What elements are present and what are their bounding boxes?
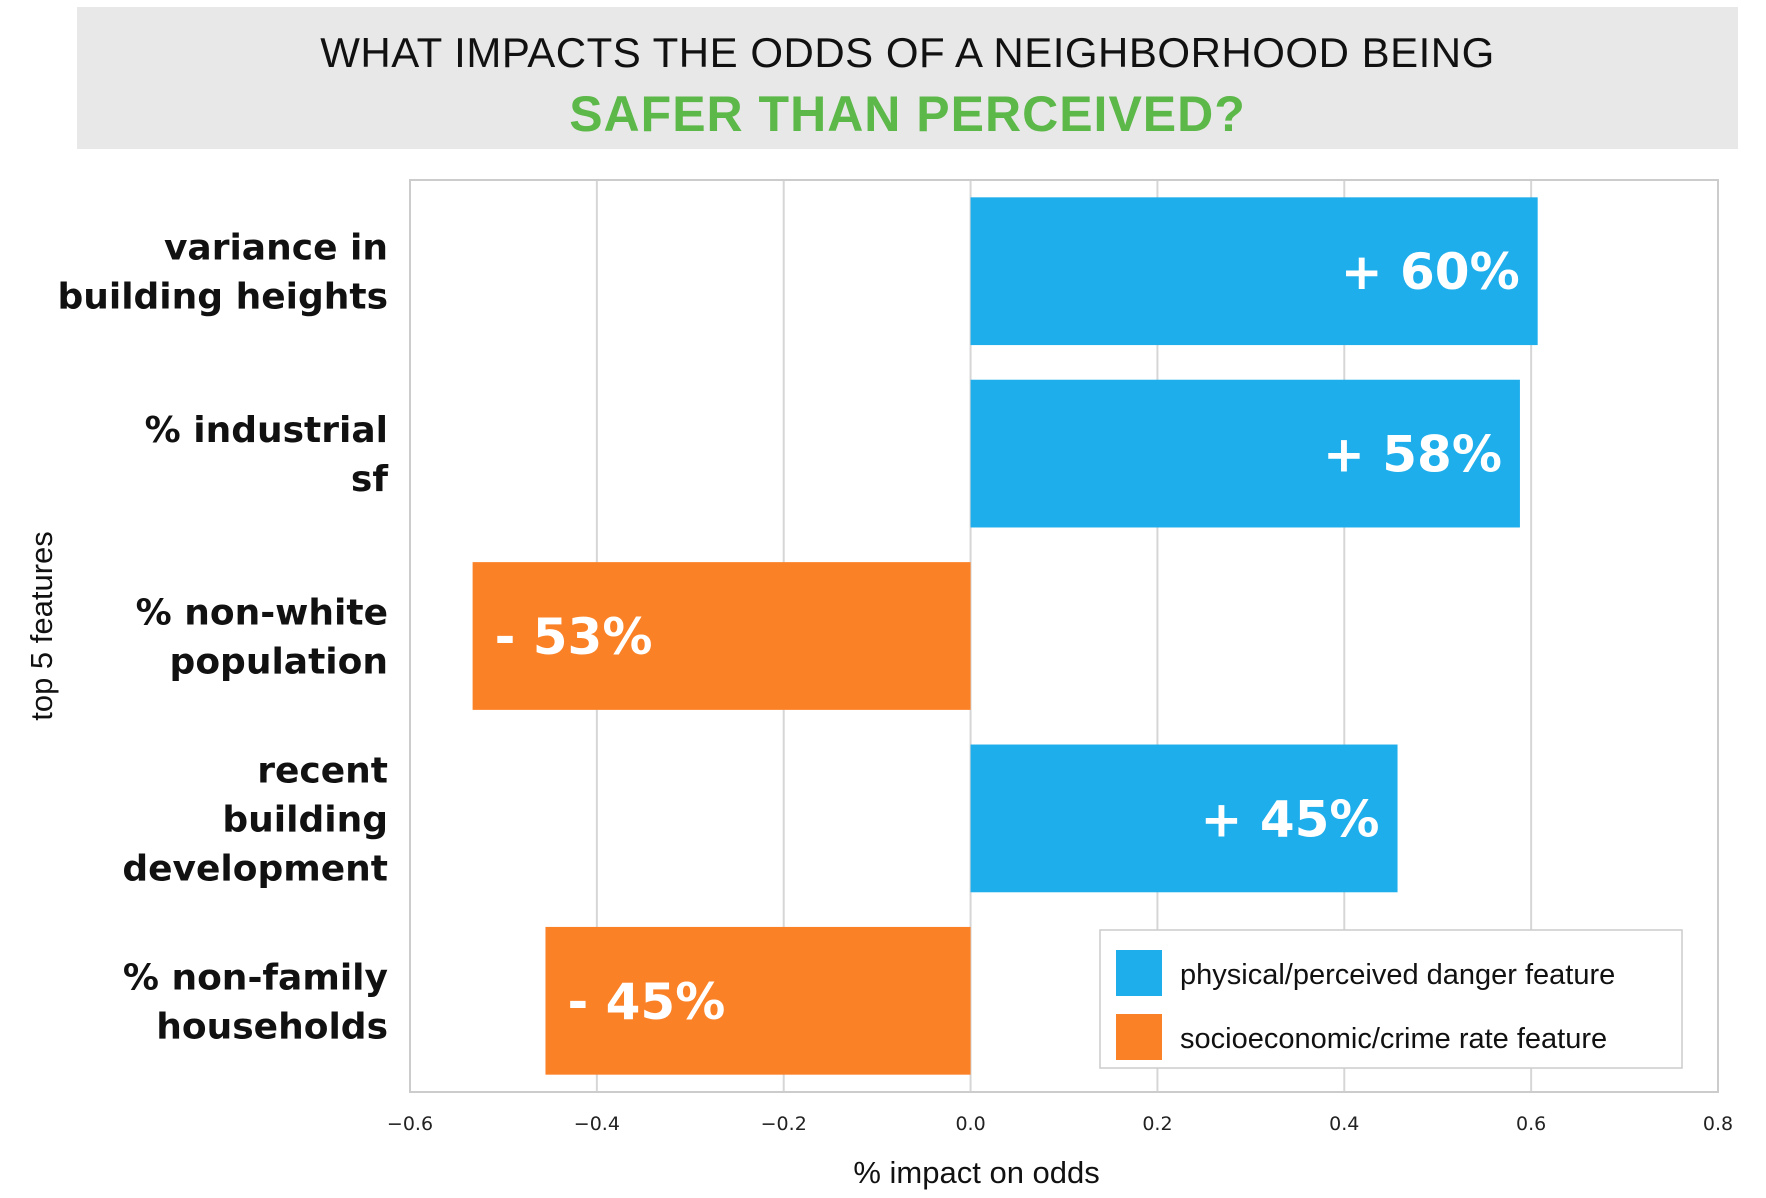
bar bbox=[970, 744, 1398, 893]
bars: + 60% + 58% - 53% + 45% - 45% bbox=[472, 197, 1538, 1075]
bar bbox=[545, 926, 971, 1075]
x-tick-label: −0.4 bbox=[574, 1113, 620, 1135]
chart-title: WHAT IMPACTS THE ODDS OF A NEIGHBORHOOD … bbox=[320, 29, 1495, 76]
plot-area bbox=[409, 179, 1719, 1093]
y-axis-title: top 5 features bbox=[24, 531, 59, 721]
title-banner: WHAT IMPACTS THE ODDS OF A NEIGHBORHOOD … bbox=[77, 7, 1738, 149]
x-tick-labels: −0.6 −0.4 −0.2 0.0 0.2 0.4 0.6 0.8 bbox=[387, 1113, 1733, 1135]
category-label: variance in building heights bbox=[57, 228, 388, 318]
bar-value-label: - 45% bbox=[567, 973, 725, 1031]
x-tick-label: 0.8 bbox=[1703, 1113, 1733, 1135]
bar-value-label: - 53% bbox=[495, 608, 653, 666]
bar-value-label: + 58% bbox=[1323, 426, 1502, 484]
bar bbox=[472, 562, 971, 710]
x-tick-label: −0.2 bbox=[761, 1113, 807, 1135]
category-label: % non-family households bbox=[123, 957, 388, 1047]
legend-label-socioeconomic: socioeconomic/crime rate feature bbox=[1180, 1023, 1607, 1055]
legend-swatch-socioeconomic bbox=[1116, 1014, 1162, 1060]
legend: physical/perceived danger feature socioe… bbox=[1099, 929, 1683, 1069]
x-tick-label: −0.6 bbox=[387, 1113, 433, 1135]
legend-swatch-physical bbox=[1116, 950, 1162, 996]
category-labels: variance in building heights % industrial s… bbox=[57, 228, 388, 1048]
x-tick-label: 0.0 bbox=[955, 1113, 985, 1135]
x-tick-label: 0.2 bbox=[1142, 1113, 1172, 1135]
bar-value-label: + 60% bbox=[1341, 243, 1520, 301]
legend-box bbox=[1099, 929, 1683, 1069]
chart-subtitle: SAFER THAN PERCEIVED? bbox=[569, 86, 1246, 142]
x-axis-title: % impact on odds bbox=[853, 1155, 1099, 1190]
category-label: % non-white population bbox=[136, 593, 388, 683]
bar bbox=[970, 197, 1538, 346]
category-label: recent building development bbox=[122, 750, 388, 889]
legend-label-physical: physical/perceived danger feature bbox=[1180, 959, 1615, 991]
x-tick-label: 0.6 bbox=[1516, 1113, 1546, 1135]
x-tick-label: 0.4 bbox=[1329, 1113, 1359, 1135]
category-label: % industrial sf bbox=[145, 410, 389, 500]
bar-value-label: + 45% bbox=[1201, 790, 1380, 848]
bar bbox=[970, 379, 1520, 528]
